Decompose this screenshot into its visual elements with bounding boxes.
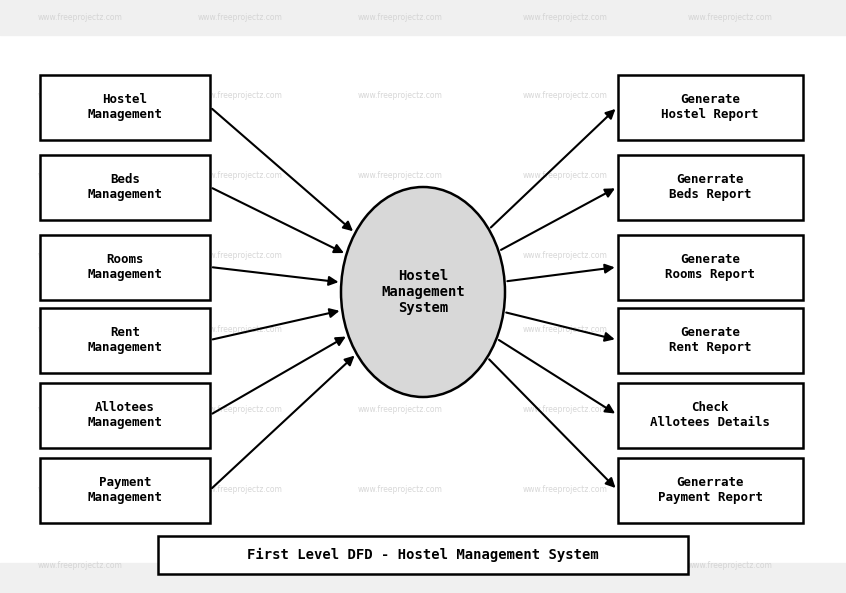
Text: www.freeprojectz.com: www.freeprojectz.com: [198, 486, 283, 495]
Text: www.freeprojectz.com: www.freeprojectz.com: [523, 326, 607, 334]
Text: www.freeprojectz.com: www.freeprojectz.com: [523, 486, 607, 495]
Bar: [0, 0, 846, 35]
Text: Generate
Rent Report: Generate Rent Report: [668, 326, 751, 354]
Text: www.freeprojectz.com: www.freeprojectz.com: [523, 14, 607, 23]
Text: www.freeprojectz.com: www.freeprojectz.com: [37, 560, 123, 569]
Text: www.freeprojectz.com: www.freeprojectz.com: [523, 406, 607, 415]
Text: www.freeprojectz.com: www.freeprojectz.com: [358, 560, 442, 569]
Text: Generrate
Payment Report: Generrate Payment Report: [657, 476, 762, 504]
Text: www.freeprojectz.com: www.freeprojectz.com: [523, 250, 607, 260]
Text: www.freeprojectz.com: www.freeprojectz.com: [358, 91, 442, 100]
Text: www.freeprojectz.com: www.freeprojectz.com: [688, 326, 772, 334]
Text: Payment
Management: Payment Management: [87, 476, 162, 504]
Text: www.freeprojectz.com: www.freeprojectz.com: [198, 560, 283, 569]
FancyBboxPatch shape: [40, 155, 210, 219]
FancyBboxPatch shape: [158, 536, 688, 574]
Text: Rooms
Management: Rooms Management: [87, 253, 162, 281]
Text: Allotees
Management: Allotees Management: [87, 401, 162, 429]
Text: www.freeprojectz.com: www.freeprojectz.com: [198, 326, 283, 334]
FancyBboxPatch shape: [618, 75, 803, 139]
Text: Generrate
Beds Report: Generrate Beds Report: [668, 173, 751, 201]
Text: www.freeprojectz.com: www.freeprojectz.com: [37, 171, 123, 180]
Text: www.freeprojectz.com: www.freeprojectz.com: [198, 91, 283, 100]
Text: www.freeprojectz.com: www.freeprojectz.com: [358, 171, 442, 180]
Text: www.freeprojectz.com: www.freeprojectz.com: [358, 250, 442, 260]
Text: www.freeprojectz.com: www.freeprojectz.com: [688, 14, 772, 23]
Text: www.freeprojectz.com: www.freeprojectz.com: [688, 486, 772, 495]
Text: www.freeprojectz.com: www.freeprojectz.com: [37, 14, 123, 23]
Text: Generate
Rooms Report: Generate Rooms Report: [665, 253, 755, 281]
Text: Generate
Hostel Report: Generate Hostel Report: [662, 93, 759, 121]
FancyBboxPatch shape: [40, 308, 210, 372]
Text: www.freeprojectz.com: www.freeprojectz.com: [523, 171, 607, 180]
Text: www.freeprojectz.com: www.freeprojectz.com: [358, 14, 442, 23]
Text: www.freeprojectz.com: www.freeprojectz.com: [37, 326, 123, 334]
Text: www.freeprojectz.com: www.freeprojectz.com: [198, 406, 283, 415]
Text: Beds
Management: Beds Management: [87, 173, 162, 201]
Bar: [0, 563, 846, 593]
Text: www.freeprojectz.com: www.freeprojectz.com: [358, 406, 442, 415]
Text: www.freeprojectz.com: www.freeprojectz.com: [37, 250, 123, 260]
Text: Rent
Management: Rent Management: [87, 326, 162, 354]
Text: www.freeprojectz.com: www.freeprojectz.com: [198, 14, 283, 23]
Text: www.freeprojectz.com: www.freeprojectz.com: [37, 406, 123, 415]
FancyBboxPatch shape: [618, 458, 803, 522]
Text: www.freeprojectz.com: www.freeprojectz.com: [37, 91, 123, 100]
Text: www.freeprojectz.com: www.freeprojectz.com: [198, 250, 283, 260]
Text: www.freeprojectz.com: www.freeprojectz.com: [37, 486, 123, 495]
Text: www.freeprojectz.com: www.freeprojectz.com: [688, 560, 772, 569]
FancyBboxPatch shape: [618, 308, 803, 372]
Text: Check
Allotees Details: Check Allotees Details: [650, 401, 770, 429]
Ellipse shape: [341, 187, 505, 397]
FancyBboxPatch shape: [40, 75, 210, 139]
Text: www.freeprojectz.com: www.freeprojectz.com: [198, 171, 283, 180]
Text: Hostel
Management: Hostel Management: [87, 93, 162, 121]
Text: Hostel
Management
System: Hostel Management System: [382, 269, 464, 315]
Text: www.freeprojectz.com: www.freeprojectz.com: [688, 406, 772, 415]
Text: www.freeprojectz.com: www.freeprojectz.com: [523, 560, 607, 569]
FancyBboxPatch shape: [618, 234, 803, 299]
FancyBboxPatch shape: [618, 382, 803, 448]
FancyBboxPatch shape: [40, 382, 210, 448]
Text: www.freeprojectz.com: www.freeprojectz.com: [688, 171, 772, 180]
FancyBboxPatch shape: [618, 155, 803, 219]
Text: www.freeprojectz.com: www.freeprojectz.com: [688, 250, 772, 260]
Text: www.freeprojectz.com: www.freeprojectz.com: [358, 486, 442, 495]
Text: www.freeprojectz.com: www.freeprojectz.com: [358, 326, 442, 334]
Text: First Level DFD - Hostel Management System: First Level DFD - Hostel Management Syst…: [247, 548, 599, 562]
FancyBboxPatch shape: [40, 458, 210, 522]
Text: www.freeprojectz.com: www.freeprojectz.com: [523, 91, 607, 100]
Text: www.freeprojectz.com: www.freeprojectz.com: [688, 91, 772, 100]
FancyBboxPatch shape: [40, 234, 210, 299]
